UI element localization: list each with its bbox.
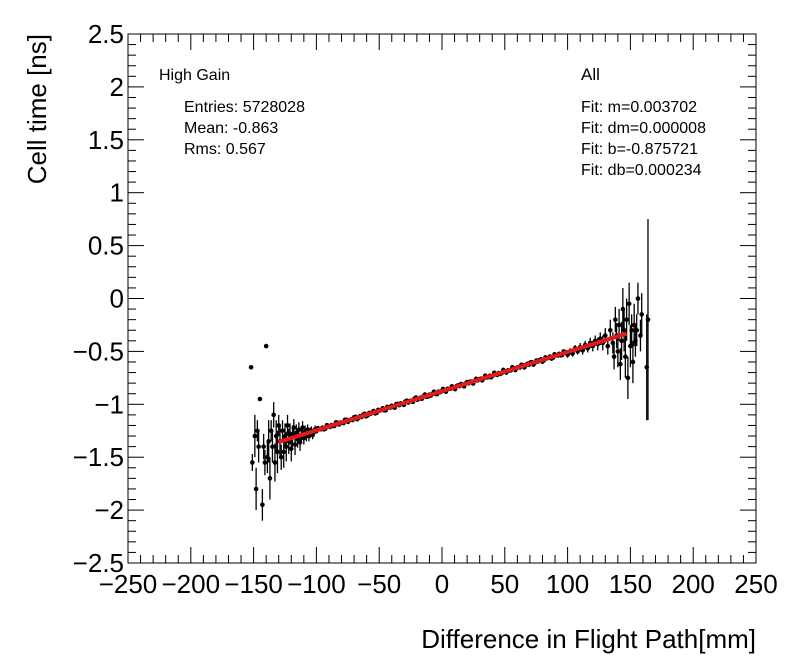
data-point [266,439,271,444]
y-tick-label: 2 [110,72,124,102]
axes: −250 −200 −150 −100 −50 0 50 100 150 200 250 −2.5 −2… [73,19,778,599]
data-point [256,444,261,449]
x-tick-label: 200 [672,569,715,599]
fit-dm: Fit: dm=0.000008 [581,120,706,137]
x-tick-label: 50 [490,569,519,599]
x-tick-label: 250 [734,569,777,599]
data-point [275,449,280,455]
data-point [608,327,613,333]
data-point [616,322,622,328]
data-point [281,449,287,455]
x-tick-label: −200 [162,569,221,599]
x-tick-label: −100 [287,569,346,599]
y-tick-label: −1 [94,389,124,419]
y-tick-label: 0 [110,284,124,314]
y-tick-label: 1.5 [88,125,124,155]
data-point [634,327,639,333]
data-point [635,296,641,301]
fit-label: All [581,65,600,84]
y-tick-label: −2 [94,495,124,525]
data-point [602,333,608,338]
data-point [639,312,645,317]
data-point [615,349,621,354]
fit-line [278,331,628,444]
stats-title: High Gain [159,67,230,84]
data-point [270,444,275,449]
data-point [285,423,290,428]
data-point [625,375,631,381]
y-tick-label: 2.5 [88,19,124,49]
data-point [629,327,634,333]
y-tick-label: 1 [110,178,124,208]
data-point [623,354,628,359]
fit-db: Fit: db=0.000234 [581,162,702,179]
y-tick-label: −2.5 [73,548,124,578]
data-point [296,427,302,432]
data-point [288,446,294,452]
data-point [613,317,618,322]
data-point [630,359,636,365]
x-tick-label: 0 [435,569,449,599]
x-tick-label: −150 [224,569,283,599]
data-points [248,219,651,521]
stats-rms: Rms: 0.567 [184,141,266,158]
data-point [278,454,284,460]
data-point [271,412,276,418]
fit-m: Fit: m=0.003702 [581,99,697,116]
data-point [253,486,259,492]
data-point [250,460,255,465]
stats-mean: Mean: -0.863 [184,120,278,137]
x-axis-title: Difference in Flight Path[mm] [421,624,756,654]
data-point [267,476,273,481]
stats-entries: Entries: 5728028 [184,99,305,116]
x-tick-label: 150 [609,569,652,599]
data-point [291,425,297,430]
data-point [248,364,254,370]
data-point [618,361,623,367]
data-point [626,301,632,307]
data-point [605,343,611,349]
x-tick-label: −250 [99,569,158,599]
data-point [619,338,624,344]
y-tick-label: −1.5 [73,442,124,472]
x-tick-label: 100 [546,569,589,599]
data-point [280,428,285,434]
y-tick-label: 0.5 [88,231,124,261]
y-axis-title: Cell time [ns] [22,34,52,184]
data-point [645,317,651,322]
data-point [283,444,289,449]
data-point [624,317,629,322]
data-point [252,433,258,439]
data-point [263,343,269,349]
data-point [611,354,617,359]
y-tick-label: −0.5 [73,336,124,366]
data-point [272,460,278,465]
x-tick-label: −50 [357,569,401,599]
data-point [300,425,305,430]
data-point [260,502,265,508]
data-point [262,460,268,465]
data-point [292,442,298,447]
data-point [257,396,263,402]
data-point [621,327,627,333]
fit-b: Fit: b=-0.875721 [581,141,698,158]
data-point [261,444,266,449]
